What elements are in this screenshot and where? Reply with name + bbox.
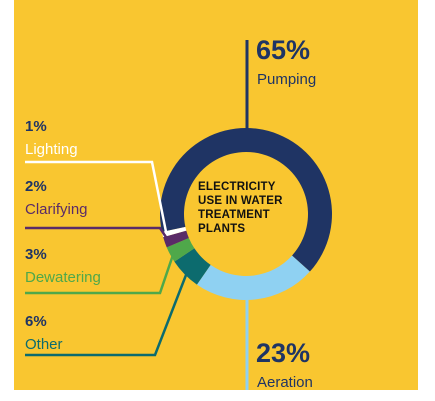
leader-line: [25, 270, 189, 357]
donut-segment: [174, 248, 211, 285]
background: [14, 0, 418, 390]
donut-segment: [160, 128, 332, 272]
value-label: 23%: [256, 338, 310, 368]
leader-line: [25, 160, 168, 234]
chart-title: ELECTRICITY USE IN WATER TREATMENT PLANT…: [198, 181, 283, 235]
value-label: 3%: [25, 246, 47, 263]
donut-segment: [161, 226, 187, 238]
value-label: 2%: [25, 178, 47, 195]
value-label: 65%: [256, 35, 310, 65]
donut-segment: [163, 230, 189, 248]
category-label: Pumping: [257, 71, 316, 88]
leader-line: [25, 226, 170, 242]
category-label: Other: [25, 336, 63, 353]
donut-segment: [196, 255, 310, 300]
category-label: Dewatering: [25, 269, 101, 286]
category-label: Clarifying: [25, 201, 88, 218]
category-label: Lighting: [25, 141, 78, 158]
value-label: 1%: [25, 118, 47, 135]
value-label: 6%: [25, 313, 47, 330]
leader-line: [25, 252, 175, 295]
category-label: Aeration: [257, 374, 313, 391]
